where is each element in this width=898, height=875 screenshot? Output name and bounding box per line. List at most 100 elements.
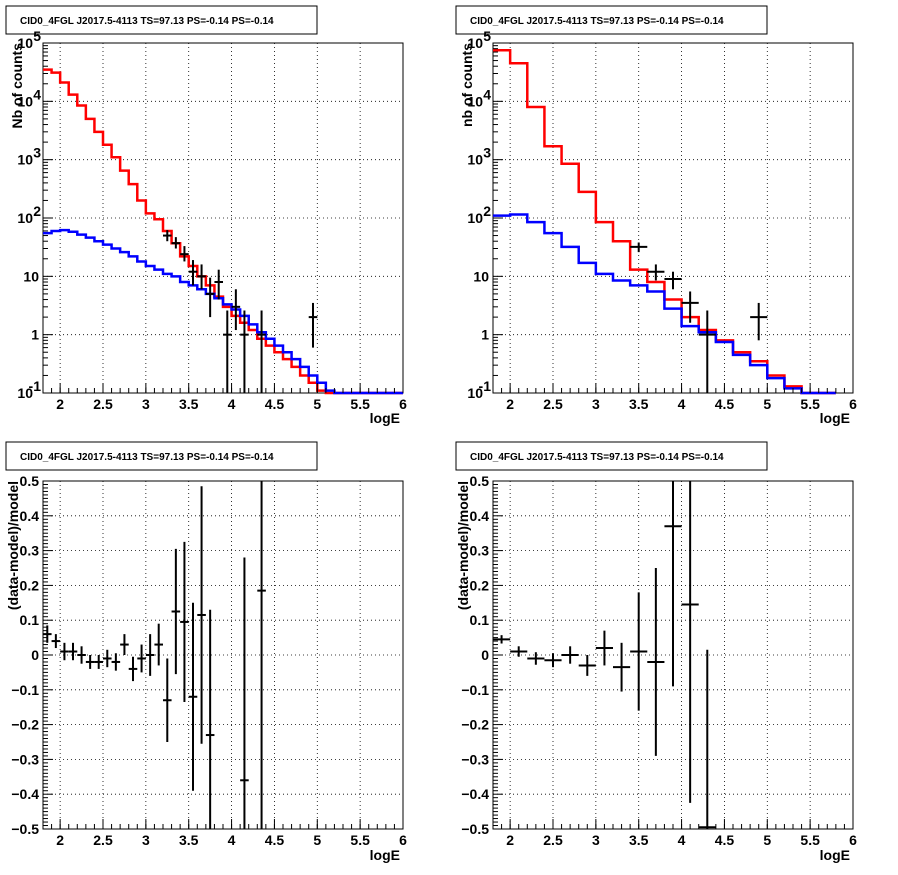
x-tick-label: 5.5	[800, 396, 820, 412]
y-tick-label: 10	[467, 385, 483, 401]
x-tick-label: 5	[313, 832, 321, 848]
y-tick-exponent: 2	[483, 203, 491, 219]
y-tick-exponent: -1	[479, 378, 492, 394]
y-tick-label: 0.4	[470, 508, 490, 524]
y-tick-label: 0.1	[470, 612, 490, 628]
x-tick-label: 4	[678, 832, 686, 848]
x-tick-label: 2	[506, 396, 514, 412]
model-source-line	[493, 213, 836, 395]
panel-title-box	[455, 5, 768, 35]
x-tick-label: 2	[56, 832, 64, 848]
y-tick-exponent: 5	[33, 28, 41, 44]
y-tick-label: 0.4	[20, 508, 40, 524]
counts-panel-right: CID0_4FGL J2017.5-4113 TS=97.13 PS=-0.14…	[455, 5, 857, 426]
x-tick-label: 3.5	[629, 832, 649, 848]
series-layer	[493, 49, 836, 395]
x-tick-label: 3	[592, 396, 600, 412]
grid	[493, 43, 854, 393]
x-tick-label: 3.5	[179, 832, 199, 848]
y-tick-label: 10	[467, 35, 483, 51]
y-tick-label: −0.4	[11, 786, 39, 802]
x-tick-label: 6	[849, 832, 857, 848]
x-tick-label: 2.5	[93, 832, 113, 848]
data-points	[493, 481, 716, 829]
y-axis-label: nb of counts	[459, 43, 475, 127]
y-tick-label: −0.3	[461, 751, 489, 767]
counts-panel-left: CID0_4FGL J2017.5-4113 TS=97.13 PS=-0.14…	[5, 5, 407, 426]
x-tick-label: 2.5	[93, 396, 113, 412]
x-tick-label: 3	[592, 832, 600, 848]
axis-ticks: 2 2.5 3 3.5 4 4.5 5 5.5 6 −0.5 −0.4 −0.3 −0.2 −0.1 0 0.…	[11, 473, 407, 848]
y-tick-label: 10	[17, 152, 33, 168]
y-tick-label: −0.5	[461, 821, 489, 837]
axis-ticks: 2 2.5 3 3.5 4 4.5 5 5.5 6 −0.5 −0.4 −0.3 −0.2 −0.1 0 0.…	[461, 473, 857, 848]
y-tick-label: 0	[481, 647, 489, 663]
y-tick-exponent: 3	[483, 145, 491, 161]
y-tick-label: 10	[467, 210, 483, 226]
y-tick-exponent: 4	[33, 86, 41, 102]
y-tick-label: 10	[467, 152, 483, 168]
panel-title: CID0_4FGL J2017.5-4113 TS=97.13 PS=-0.14…	[470, 16, 724, 27]
y-tick-label: 10	[17, 35, 33, 51]
model-source-line	[43, 228, 403, 395]
x-tick-label: 4.5	[715, 396, 735, 412]
y-tick-label: 0.3	[20, 543, 40, 559]
grid	[493, 481, 854, 829]
y-tick-label: −0.3	[11, 751, 39, 767]
data-points	[43, 481, 266, 829]
grid	[43, 43, 404, 393]
y-tick-label: 10	[467, 93, 483, 109]
y-tick-label: −0.2	[461, 717, 489, 733]
x-axis-label: logE	[370, 847, 400, 863]
x-tick-label: 2.5	[543, 832, 563, 848]
x-tick-label: 6	[849, 396, 857, 412]
panel-title-box	[5, 441, 318, 471]
x-tick-label: 4	[228, 396, 236, 412]
x-axis-label: logE	[370, 410, 400, 426]
y-tick-label: −0.4	[461, 786, 489, 802]
y-tick-exponent: 5	[483, 28, 491, 44]
x-tick-label: 2	[56, 396, 64, 412]
data-points	[163, 230, 318, 393]
x-tick-label: 5.5	[350, 832, 370, 848]
y-tick-label: −0.2	[11, 717, 39, 733]
x-tick-label: 2	[506, 832, 514, 848]
panel-title: CID0_4FGL J2017.5-4113 TS=97.13 PS=-0.14…	[20, 452, 274, 463]
y-tick-label: 0	[31, 647, 39, 663]
y-tick-label: 10	[17, 210, 33, 226]
y-tick-label: 10	[473, 268, 489, 284]
x-axis-label: logE	[820, 410, 850, 426]
x-tick-label: 4	[678, 396, 686, 412]
x-tick-label: 3.5	[629, 396, 649, 412]
y-tick-label: −0.1	[461, 682, 489, 698]
data-points	[630, 242, 768, 393]
x-tick-label: 6	[399, 832, 407, 848]
y-tick-label: 10	[23, 268, 39, 284]
x-tick-label: 3	[142, 832, 150, 848]
y-tick-label: 1	[31, 327, 39, 343]
y-axis-label: (data-model)/model	[455, 481, 471, 610]
x-tick-label: 5.5	[350, 396, 370, 412]
y-tick-label: 10	[17, 385, 33, 401]
y-tick-exponent: 4	[483, 86, 491, 102]
x-tick-label: 6	[399, 396, 407, 412]
x-tick-label: 4.5	[265, 396, 285, 412]
x-tick-label: 5.5	[800, 832, 820, 848]
x-tick-label: 4.5	[715, 832, 735, 848]
y-tick-label: 0.2	[470, 577, 490, 593]
series-layer	[43, 68, 403, 395]
x-tick-label: 2.5	[543, 396, 563, 412]
y-tick-exponent: 2	[33, 203, 41, 219]
y-tick-label: 0.5	[470, 473, 490, 489]
y-tick-label: −0.1	[11, 682, 39, 698]
residuals-panel-left: CID0_4FGL J2017.5-4113 TS=97.13 PS=-0.14…	[5, 441, 407, 863]
x-tick-label: 5	[313, 396, 321, 412]
panel-title: CID0_4FGL J2017.5-4113 TS=97.13 PS=-0.14…	[20, 16, 274, 27]
y-tick-label: 0.3	[470, 543, 490, 559]
residuals-panel-right: CID0_4FGL J2017.5-4113 TS=97.13 PS=-0.14…	[455, 441, 857, 863]
x-tick-label: 3	[142, 396, 150, 412]
x-tick-label: 3.5	[179, 396, 199, 412]
y-tick-label: 0.5	[20, 473, 40, 489]
panel-title-box	[455, 441, 768, 471]
